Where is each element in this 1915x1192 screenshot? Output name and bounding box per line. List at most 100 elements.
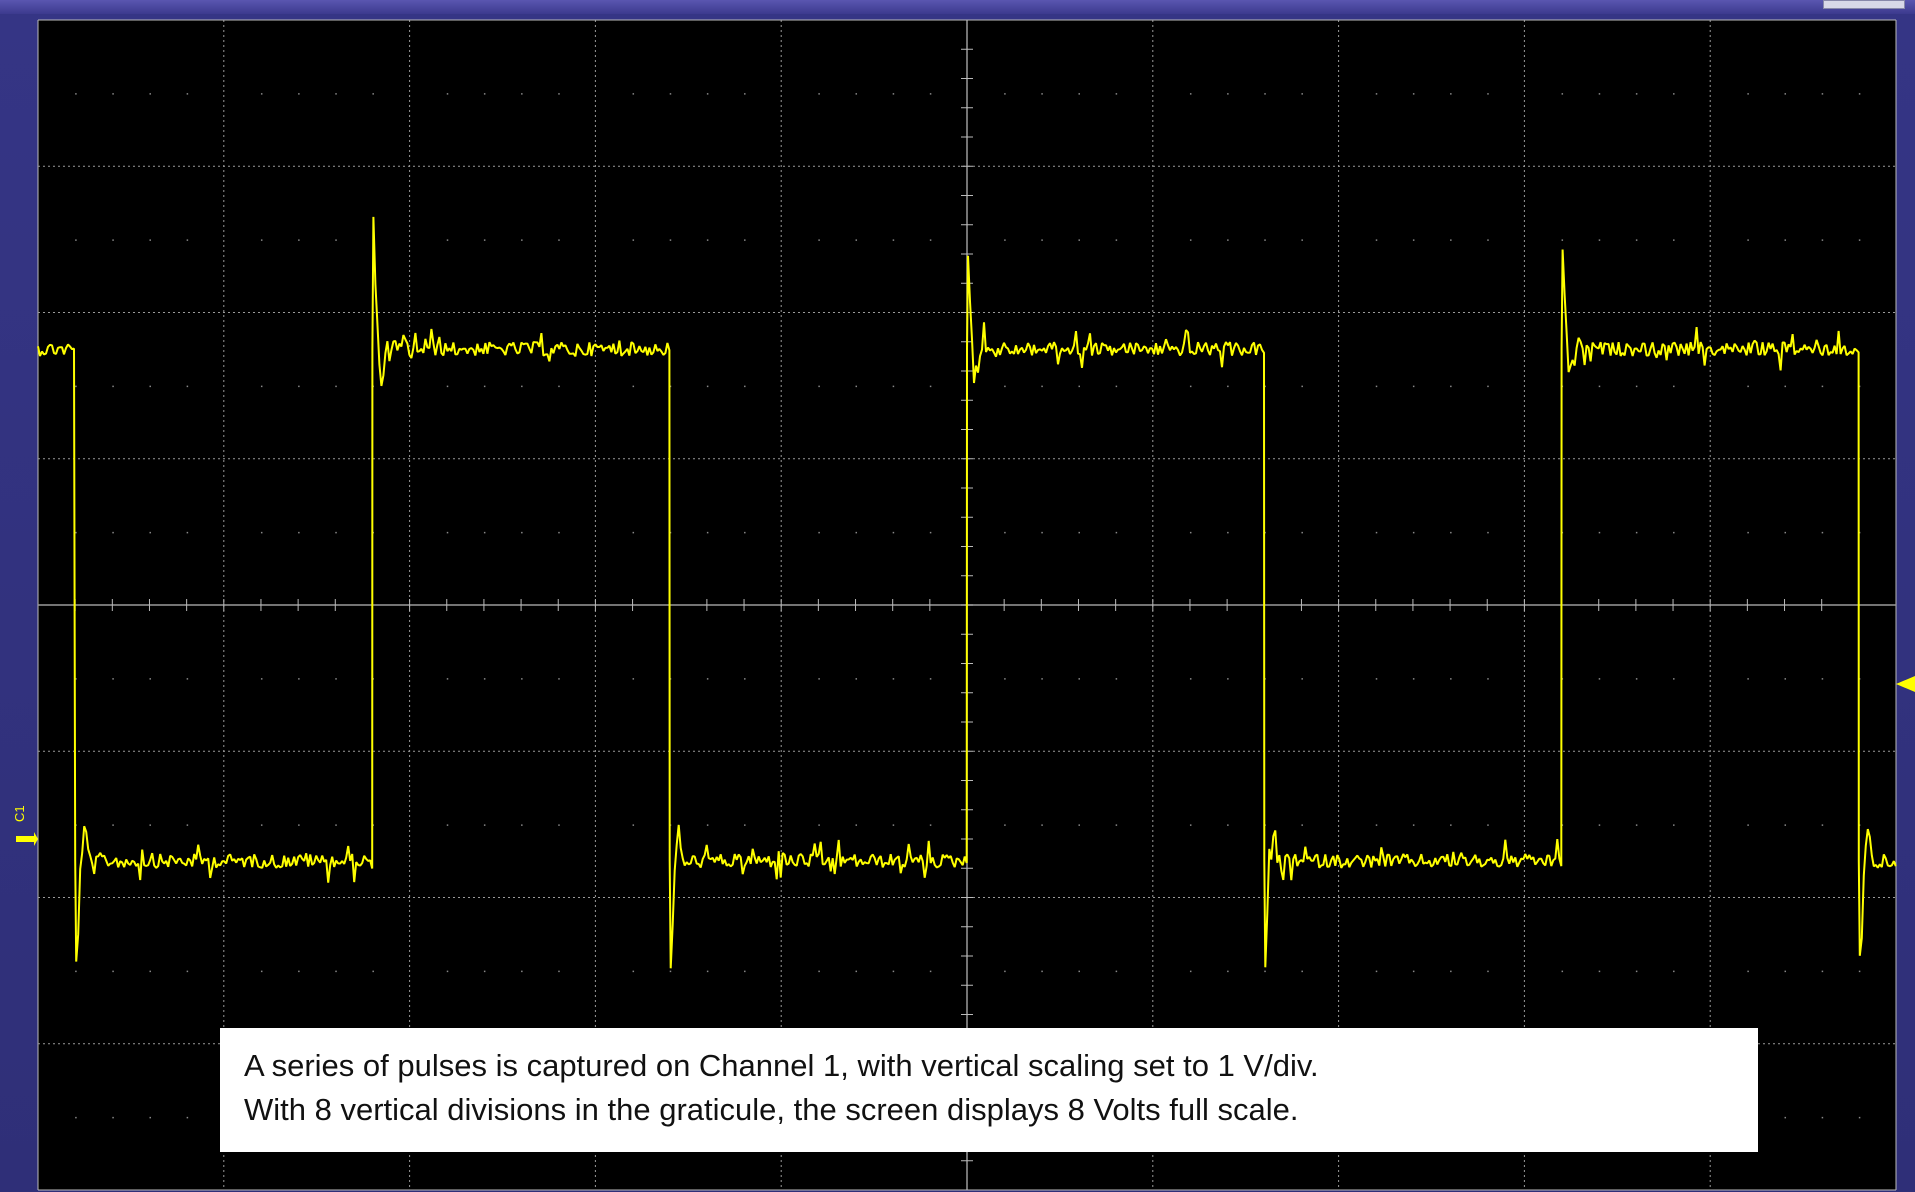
- grid-dot: [1227, 970, 1229, 973]
- grid-dot: [298, 385, 300, 388]
- grid-dot: [483, 239, 486, 241]
- grid-dot: [1635, 385, 1638, 388]
- grid-dot: [260, 385, 263, 388]
- grid-dot: [335, 239, 337, 241]
- grid-dot: [1227, 93, 1229, 95]
- grid-dot: [186, 678, 189, 680]
- grid-dot: [1115, 531, 1118, 534]
- grid-dot: [1561, 239, 1564, 241]
- grid-dot: [1821, 93, 1824, 95]
- grid-dot: [892, 678, 895, 680]
- grid-dot: [1189, 970, 1192, 973]
- grid-dot: [186, 93, 189, 95]
- grid-dot: [75, 239, 77, 241]
- grid-dot: [1264, 239, 1266, 241]
- grid-dot: [1227, 239, 1229, 241]
- window-control-button[interactable]: [1823, 0, 1905, 9]
- grid-dot: [1375, 970, 1378, 973]
- grid-dot: [1673, 93, 1675, 95]
- grid-dot: [1301, 239, 1303, 241]
- grid-dot: [483, 970, 486, 973]
- grid-dot: [669, 93, 672, 95]
- grid-dot: [1078, 385, 1080, 388]
- grid-dot: [1450, 385, 1452, 388]
- grid-dot: [1635, 93, 1638, 95]
- grid-dot: [298, 970, 300, 973]
- grid-dot: [632, 239, 635, 241]
- grid-dot: [1115, 385, 1118, 388]
- grid-dot: [1450, 970, 1452, 973]
- window-title-bar: [0, 0, 1915, 14]
- grid-dot: [1041, 93, 1043, 95]
- grid-dot: [1041, 239, 1043, 241]
- grid-dot: [1227, 531, 1229, 534]
- grid-dot: [1227, 824, 1229, 826]
- grid-dot: [1635, 678, 1638, 680]
- grid-dot: [1747, 385, 1749, 388]
- grid-dot: [149, 239, 151, 241]
- grid-dot: [1041, 970, 1043, 973]
- grid-dot: [1412, 93, 1415, 95]
- grid-dot: [1004, 824, 1006, 826]
- grid-dot: [186, 385, 189, 388]
- grid-dot: [260, 678, 263, 680]
- grid-dot: [818, 678, 820, 680]
- grid-dot: [1450, 678, 1452, 680]
- grid-dot: [1784, 1116, 1787, 1119]
- grid-dot: [706, 678, 709, 680]
- grid-dot: [149, 1116, 151, 1119]
- grid-dot: [1561, 93, 1564, 95]
- grid-dot: [483, 531, 486, 534]
- grid-dot: [929, 970, 932, 973]
- grid-dot: [632, 824, 635, 826]
- grid-dot: [1784, 678, 1787, 680]
- grid-dot: [335, 824, 337, 826]
- caption-box: A series of pulses is captured on Channe…: [220, 1028, 1758, 1152]
- grid-dot: [260, 239, 263, 241]
- grid-dot: [1673, 970, 1675, 973]
- grid-dot: [1784, 824, 1787, 826]
- grid-dot: [1487, 970, 1489, 973]
- grid-dot: [1747, 531, 1749, 534]
- grid-dot: [1115, 824, 1118, 826]
- grid-dot: [260, 824, 263, 826]
- grid-dot: [1561, 970, 1564, 973]
- grid-dot: [1821, 385, 1824, 388]
- grid-dot: [75, 1116, 77, 1119]
- grid-dot: [1078, 239, 1080, 241]
- grid-dot: [149, 531, 151, 534]
- grid-dot: [892, 531, 895, 534]
- grid-dot: [855, 239, 858, 241]
- grid-dot: [75, 93, 77, 95]
- grid-dot: [855, 531, 858, 534]
- grid-dot: [1041, 678, 1043, 680]
- grid-dot: [744, 531, 746, 534]
- grid-dot: [1635, 239, 1638, 241]
- grid-dot: [1189, 824, 1192, 826]
- grid-dot: [483, 824, 486, 826]
- grid-dot: [855, 93, 858, 95]
- grid-dot: [632, 531, 635, 534]
- grid-dot: [818, 970, 820, 973]
- grid-dot: [1598, 239, 1601, 241]
- grid-dot: [1598, 678, 1601, 680]
- grid-dot: [186, 1116, 189, 1119]
- grid-dot: [1598, 531, 1601, 534]
- grid-dot: [929, 239, 932, 241]
- grid-dot: [1821, 970, 1824, 973]
- grid-dot: [1189, 531, 1192, 534]
- grid-dot: [929, 678, 932, 680]
- grid-dot: [706, 824, 709, 826]
- grid-dot: [1041, 824, 1043, 826]
- grid-dot: [1264, 93, 1266, 95]
- grid-dot: [1078, 678, 1080, 680]
- grid-dot: [1598, 385, 1601, 388]
- grid-dot: [298, 531, 300, 534]
- grid-dot: [1375, 531, 1378, 534]
- grid-dot: [929, 93, 932, 95]
- grid-dot: [1078, 824, 1080, 826]
- grid-dot: [372, 93, 374, 95]
- grid-dot: [818, 531, 820, 534]
- grid-dot: [1375, 239, 1378, 241]
